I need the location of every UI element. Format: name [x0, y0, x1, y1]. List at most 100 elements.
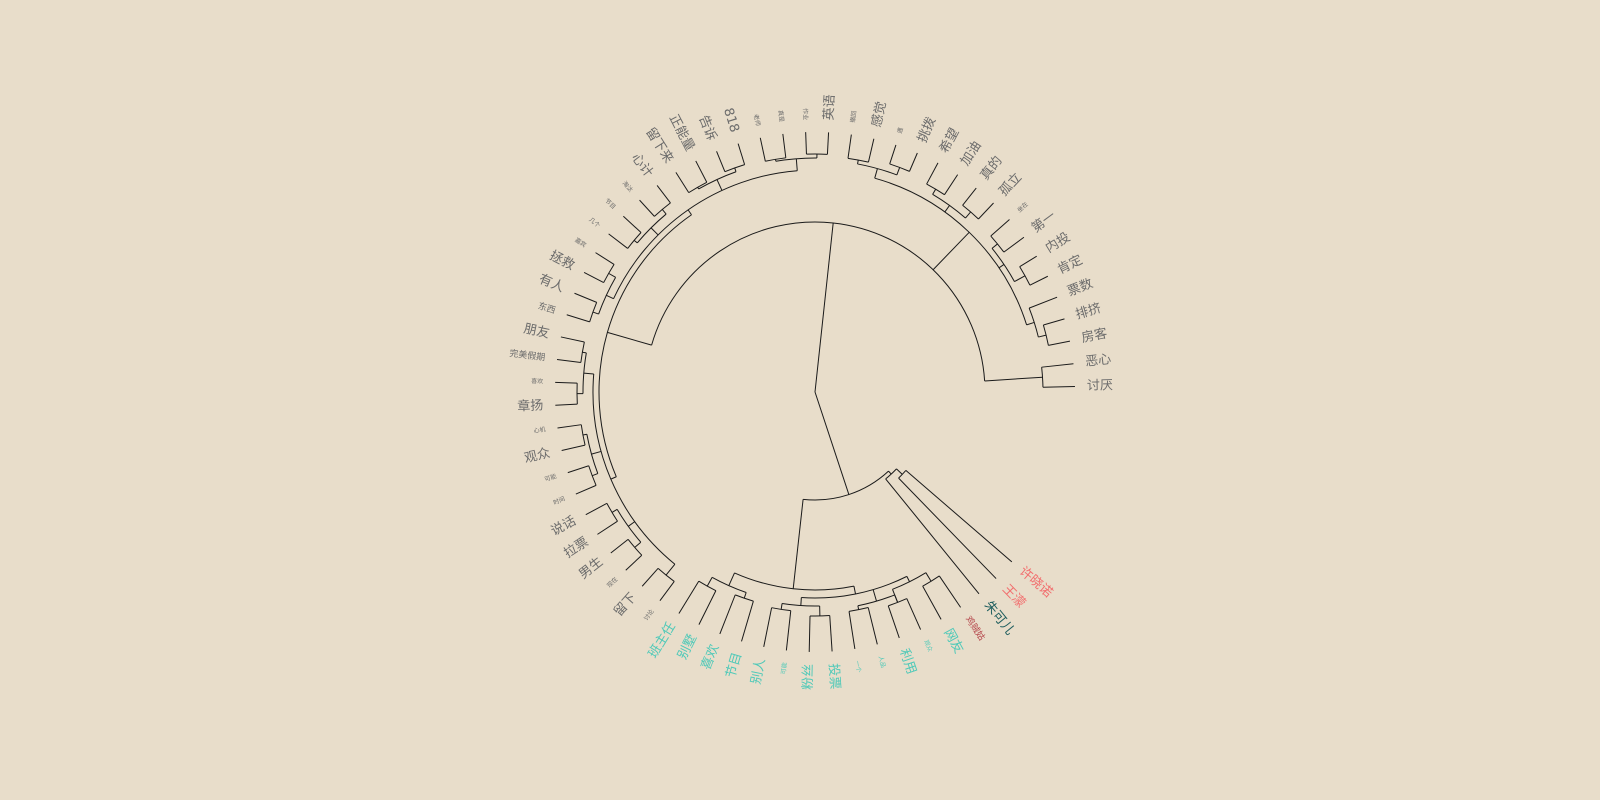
dendrogram-stem — [1003, 236, 1025, 253]
leaf-label: 班主任 — [646, 620, 679, 661]
dendrogram-root-spoke — [814, 222, 834, 393]
dendrogram-stem — [906, 576, 910, 582]
dendrogram-stem — [597, 520, 618, 535]
leaf-label: 房客 — [1080, 325, 1109, 346]
dendrogram-stem — [656, 185, 671, 204]
dendrogram-stem — [922, 585, 942, 620]
leaf-label: 东西 — [536, 300, 557, 317]
dendrogram-stem — [592, 473, 598, 477]
leaf-label: 肯定 — [1055, 253, 1085, 278]
leaf-label: 别人 — [749, 657, 769, 685]
dendrogram-stem — [582, 351, 587, 354]
dendrogram-stem — [853, 586, 857, 595]
dendrogram-stem — [639, 199, 655, 217]
dendrogram-stem — [1038, 334, 1047, 338]
leaf-label: 朋友 — [522, 321, 551, 342]
dendrogram-stem — [978, 202, 994, 220]
dendrogram-stem — [728, 572, 735, 586]
leaf-label: 恶心 — [1085, 352, 1112, 370]
dendrogram-stem — [627, 521, 636, 527]
dendrogram-stem — [926, 162, 939, 185]
dendrogram-stem — [557, 424, 582, 429]
leaf-label: 节目 — [724, 651, 746, 680]
dendrogram-stem — [905, 470, 1013, 563]
dendrogram-stem — [608, 233, 628, 249]
dendrogram-stem — [857, 605, 860, 610]
dendrogram-stem — [719, 594, 736, 635]
dendrogram-stem — [785, 610, 792, 651]
dendrogram-stem — [561, 444, 586, 452]
leaf-label: 人品 — [877, 655, 887, 668]
dendrogram-stem — [606, 294, 614, 300]
dendrogram-stem — [938, 575, 962, 608]
dendrogram-stem — [659, 581, 675, 602]
dendrogram-stem — [716, 151, 726, 172]
leaf-label: 粉丝 — [801, 664, 817, 690]
leaf-label: 男生 — [576, 554, 606, 582]
dendrogram-stem — [610, 538, 629, 554]
leaf-label: 希望 — [936, 125, 962, 155]
dendrogram-stem — [678, 580, 700, 614]
leaf-label: 观众 — [922, 639, 933, 653]
leaf-label: 有人 — [536, 272, 566, 296]
leaf-label: 票数 — [1066, 276, 1096, 299]
dendrogram-stem — [848, 611, 856, 650]
dendrogram-stem — [1029, 275, 1049, 286]
dendrogram-stem — [560, 336, 585, 343]
leaf-label: 撤回 — [849, 110, 859, 123]
dendrogram-stem — [867, 607, 878, 645]
leaf-label: 说话 — [549, 514, 579, 540]
leaf-label: 淘汰 — [621, 179, 635, 193]
dendrogram-stem — [932, 231, 970, 271]
leaf-label: 拉票 — [562, 535, 592, 562]
dendrogram-stem — [1019, 255, 1037, 268]
dendrogram-stem — [574, 292, 597, 303]
leaf-label: 鸡贼姑 — [963, 614, 988, 643]
leaf-label: 王濛 — [999, 582, 1028, 611]
leaf-label: 几个 — [587, 216, 601, 229]
dendrogram-stem — [888, 470, 892, 475]
dendrogram-stem — [623, 215, 642, 233]
dendrogram-arc — [613, 170, 798, 299]
dendrogram-stem — [906, 598, 922, 630]
leaf-label: 时间 — [552, 495, 566, 507]
dendrogram-stem — [932, 188, 937, 195]
leaf-label: 心机 — [533, 425, 546, 435]
leaf-label: 一个 — [853, 660, 862, 673]
leaf-label: 嘉宾 — [573, 236, 587, 249]
dendrogram-stem — [625, 554, 643, 571]
dendrogram-stem — [896, 167, 901, 176]
leaf-label: 挑拨 — [915, 115, 939, 145]
dendrogram-stem — [734, 167, 737, 172]
dendrogram-stem — [872, 589, 877, 602]
dendrogram-arc — [651, 221, 986, 381]
dendrogram-stem — [826, 132, 830, 155]
dendrogram-stem — [1026, 321, 1035, 326]
dendrogram-stem — [695, 160, 708, 183]
dendrogram-stem — [965, 211, 972, 219]
dendrogram-stem — [1014, 275, 1026, 283]
dendrogram-arc — [598, 214, 692, 477]
dendrogram-stem — [633, 239, 638, 244]
dendrogram-stem — [567, 465, 589, 474]
dendrogram-stem — [867, 138, 875, 163]
leaf-label: 第一 — [1029, 209, 1059, 237]
leaf-label: 孤立 — [996, 170, 1025, 199]
dendrogram-stem — [847, 134, 852, 159]
leaf-label: 排挤 — [1074, 301, 1103, 323]
dendrogram-stem — [990, 219, 1010, 237]
leaf-label: 内投 — [1043, 229, 1074, 256]
dendrogram-stem — [805, 132, 807, 155]
dendrogram-stem — [608, 272, 616, 278]
dendrogram-stem — [898, 477, 997, 579]
leaf-label: 讨厌 — [1087, 378, 1113, 394]
dendrogram-stem — [583, 372, 594, 375]
dendrogram-stem — [582, 433, 587, 436]
leaf-label: 章扬 — [517, 397, 544, 414]
dendrogram-stem — [763, 607, 773, 647]
leaf-label: 别墅 — [675, 632, 700, 662]
dendrogram-branches — [555, 132, 1075, 652]
dendrogram-stem — [984, 376, 1043, 382]
leaf-label: 投票 — [825, 663, 843, 690]
